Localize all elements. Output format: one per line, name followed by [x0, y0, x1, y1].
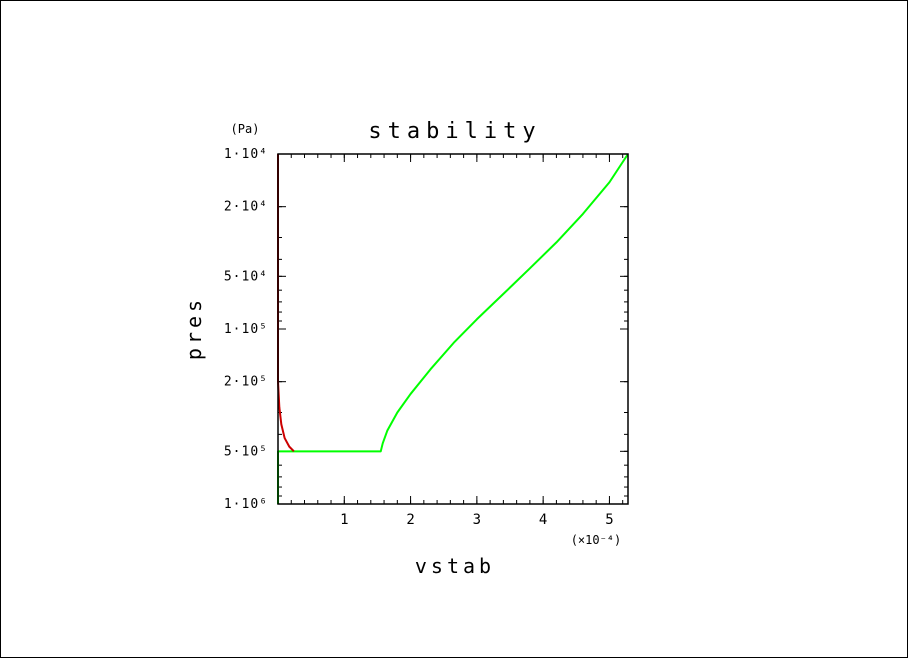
- chart-title: stability: [368, 119, 541, 144]
- y-tick-label: 1·10⁶: [224, 497, 268, 512]
- plot-frame: [277, 153, 629, 505]
- y-tick-label: 2·10⁴: [224, 200, 268, 215]
- x-multiplier-label: (×10⁻⁴): [571, 533, 622, 547]
- y-tick-label: 1·10⁵: [224, 322, 268, 337]
- y-axis-title: pres: [182, 296, 206, 360]
- y-tick-label: 5·10⁴: [224, 269, 268, 284]
- series-line-2: [277, 154, 295, 453]
- x-tick-label: 2: [406, 512, 414, 528]
- y-unit-label: (Pa): [231, 122, 260, 136]
- series-line-1: [277, 153, 629, 504]
- y-tick-label: 2·10⁵: [224, 375, 268, 390]
- x-tick-label: 3: [473, 512, 481, 528]
- x-axis-title: vstab: [415, 554, 495, 578]
- axis-ticks: 1·10⁴ 2·10⁴ 5·10⁴ 1·10⁵ 2·10⁵ 5·10⁵ 1·10⁶ 1 2 3 4 5: [224, 147, 628, 528]
- x-tick-label: 1: [340, 512, 348, 528]
- y-tick-label: 1·10⁴: [224, 147, 268, 162]
- x-tick-label: 5: [605, 512, 613, 528]
- x-tick-label: 4: [539, 512, 547, 528]
- y-tick-label: 5·10⁵: [224, 444, 268, 459]
- data-series: [277, 153, 629, 504]
